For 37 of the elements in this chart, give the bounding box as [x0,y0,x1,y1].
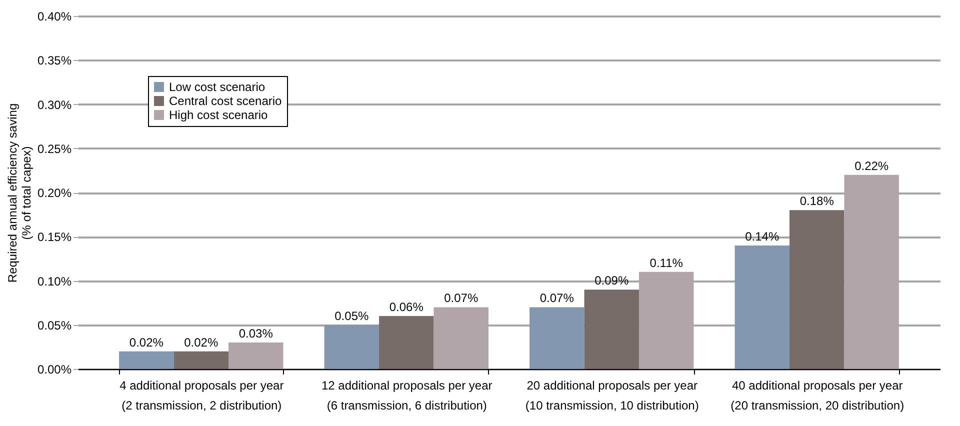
data-label: 0.05% [334,308,369,323]
data-label: 0.07% [540,291,574,306]
bar [324,324,380,369]
bar [530,307,584,369]
bar [174,351,229,369]
y-tick-label: 0.10% [37,274,72,288]
bar [379,316,434,369]
y-tick-label: 0.05% [37,318,72,332]
data-label: 0.18% [800,194,834,208]
data-label: 0.06% [389,300,424,314]
y-tick-label: 0.40% [37,10,72,24]
data-label: 0.11% [650,256,684,270]
y-tick-label: 0.15% [37,230,72,244]
y-tick-label: 0.35% [37,54,72,68]
data-label: 0.02% [129,335,164,350]
data-label: 0.14% [745,229,780,244]
data-label: 0.09% [594,274,629,288]
legend-label: Central cost scenario [169,94,282,108]
x-tick-label: 12 additional proposals per year (6 transmission, 6 distribution) [321,378,492,412]
bar [734,245,790,369]
legend-label: Low cost scenario [169,80,266,94]
y-axis-title: Required annual efficiency saving (% of total capex) [5,103,34,283]
x-tick-label: 4 additional proposals per year (2 transmission, 2 distribution) [120,378,284,412]
legend-label: High cost scenario [169,108,268,122]
data-label: 0.07% [444,291,478,306]
bar [789,210,844,369]
x-tick-label: 40 additional proposals per year (20 transmission, 20 distribution) [730,378,904,412]
y-tick-label: 0.30% [37,98,72,112]
y-tick-label: 0.00% [37,362,72,376]
y-tick-label: 0.25% [37,142,72,156]
y-tick-label: 0.20% [37,186,72,200]
bar [584,290,639,369]
data-label: 0.03% [238,326,274,341]
x-tick-label: 20 additional proposals per year (10 transmission, 10 distribution) [525,378,699,412]
data-label: 0.02% [184,335,218,350]
data-label: 0.22% [854,158,889,173]
bar [119,351,174,369]
